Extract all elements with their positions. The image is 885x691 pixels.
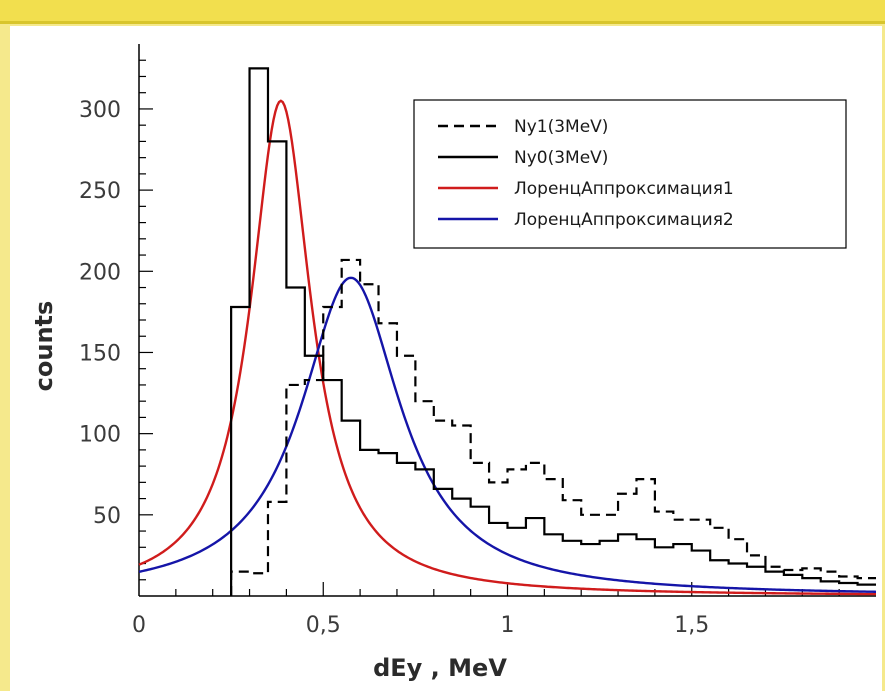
fit-curve-2 [138, 276, 877, 593]
histogram-ny0 [230, 67, 876, 597]
y-axis-title: counts [30, 301, 58, 392]
x-tick-label: 0,5 [306, 613, 341, 638]
chart-panel: 50 100 150 200 250 300 0 0,5 1 1,5 Ny1(3MeV) Ny0(3… [10, 26, 882, 691]
legend-box [413, 99, 847, 249]
fit-curve-1 [138, 99, 877, 596]
y-tick-label: 250 [79, 179, 121, 204]
y-tick-label: 150 [79, 341, 121, 366]
x-axis-title: dEy , MeV [373, 654, 507, 682]
y-tick-label: 300 [79, 98, 121, 123]
legend: Ny1(3MeV) Ny0(3MeV) ЛоренцАппроксимация1 Ло… [413, 99, 847, 249]
x-tick-label: 0 [132, 613, 146, 638]
legend-label: Ny0(3MeV) [514, 148, 608, 168]
y-tick-label: 50 [93, 504, 121, 529]
y-tick-label: 200 [79, 260, 121, 285]
axes: 50 100 150 200 250 300 0 0,5 1 1,5 [79, 44, 876, 638]
legend-label: ЛоренцАппроксимация2 [514, 210, 734, 230]
y-tick-label: 100 [79, 423, 121, 448]
slide-top-bar [0, 0, 885, 24]
histogram-ny1 [230, 258, 876, 597]
chart-svg: 50 100 150 200 250 300 0 0,5 1 1,5 Ny1(3MeV) Ny0(3… [30, 44, 877, 682]
legend-label: ЛоренцАппроксимация1 [514, 179, 734, 199]
series-layer [138, 67, 877, 597]
x-tick-label: 1 [501, 613, 515, 638]
legend-label: Ny1(3MeV) [514, 117, 608, 137]
x-tick-label: 1,5 [674, 613, 709, 638]
